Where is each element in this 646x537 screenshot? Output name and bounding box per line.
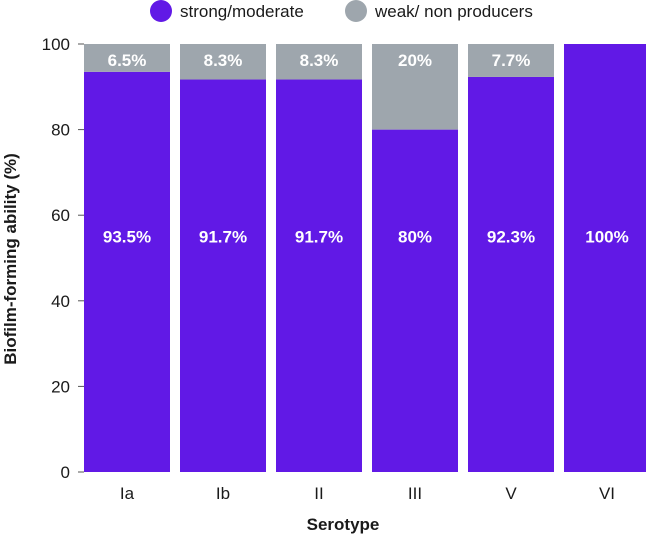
- y-tick-label-80: 80: [51, 121, 70, 140]
- bar-V-weak-non-producers: [468, 44, 554, 77]
- bars: 93.5% 6.5% 91.7% 8.3% 91.7% 8.3% 80% 20% 92.3% 7.…: [84, 44, 646, 473]
- y-axis-title: Biofilm-forming ability (%): [1, 153, 20, 365]
- legend-item-strong-moderate: strong/moderate: [150, 0, 304, 22]
- bar-Ib-strong-moderate: [180, 79, 266, 473]
- x-axis: Ia Ib II III V VI: [120, 484, 615, 503]
- bar-II-weak-non-producers: [276, 44, 362, 80]
- legend-label-weak-non-producers: weak/ non producers: [374, 2, 533, 21]
- bar-II-strong-moderate: [276, 79, 362, 473]
- bar-Ia-weak-non-producers: [84, 44, 170, 72]
- y-tick-label-40: 40: [51, 292, 70, 311]
- x-tick-label-VI: VI: [599, 484, 615, 503]
- legend-item-weak-non-producers: weak/ non producers: [345, 0, 533, 22]
- data-label-III-weak-non-producers: 20%: [398, 51, 432, 70]
- data-label-Ib-strong-moderate: 91.7%: [199, 228, 247, 247]
- data-label-Ib-weak-non-producers: 8.3%: [204, 51, 243, 70]
- legend-label-strong-moderate: strong/moderate: [180, 2, 304, 21]
- bar-III-strong-moderate: [372, 129, 458, 472]
- legend-swatch-weak-non-producers: [345, 0, 367, 22]
- data-label-III-strong-moderate: 80%: [398, 228, 432, 247]
- y-axis: 0 20 40 60 80 100: [42, 35, 84, 482]
- bar-Ib-weak-non-producers: [180, 44, 266, 80]
- data-label-V-weak-non-producers: 7.7%: [492, 51, 531, 70]
- x-tick-label-Ia: Ia: [120, 484, 135, 503]
- data-label-VI-strong-moderate: 100%: [585, 228, 628, 247]
- bar-V-strong-moderate: [468, 76, 554, 473]
- y-tick-label-20: 20: [51, 377, 70, 396]
- data-label-Ia-weak-non-producers: 6.5%: [108, 51, 147, 70]
- y-tick-label-100: 100: [42, 35, 70, 54]
- legend-swatch-strong-moderate: [150, 0, 172, 22]
- bar-Ia-strong-moderate: [84, 71, 170, 472]
- data-label-V-strong-moderate: 92.3%: [487, 228, 535, 247]
- legend: strong/moderate weak/ non producers: [150, 0, 533, 22]
- x-axis-title: Serotype: [307, 515, 380, 534]
- x-tick-label-II: II: [314, 484, 323, 503]
- bar-III-weak-non-producers: [372, 44, 458, 130]
- data-label-Ia-strong-moderate: 93.5%: [103, 228, 151, 247]
- x-tick-label-III: III: [408, 484, 422, 503]
- bar-VI-strong-moderate: [564, 44, 646, 472]
- data-label-II-weak-non-producers: 8.3%: [300, 51, 339, 70]
- x-tick-label-V: V: [505, 484, 517, 503]
- data-label-II-strong-moderate: 91.7%: [295, 228, 343, 247]
- y-tick-label-0: 0: [61, 463, 70, 482]
- x-tick-label-Ib: Ib: [216, 484, 230, 503]
- y-tick-label-60: 60: [51, 206, 70, 225]
